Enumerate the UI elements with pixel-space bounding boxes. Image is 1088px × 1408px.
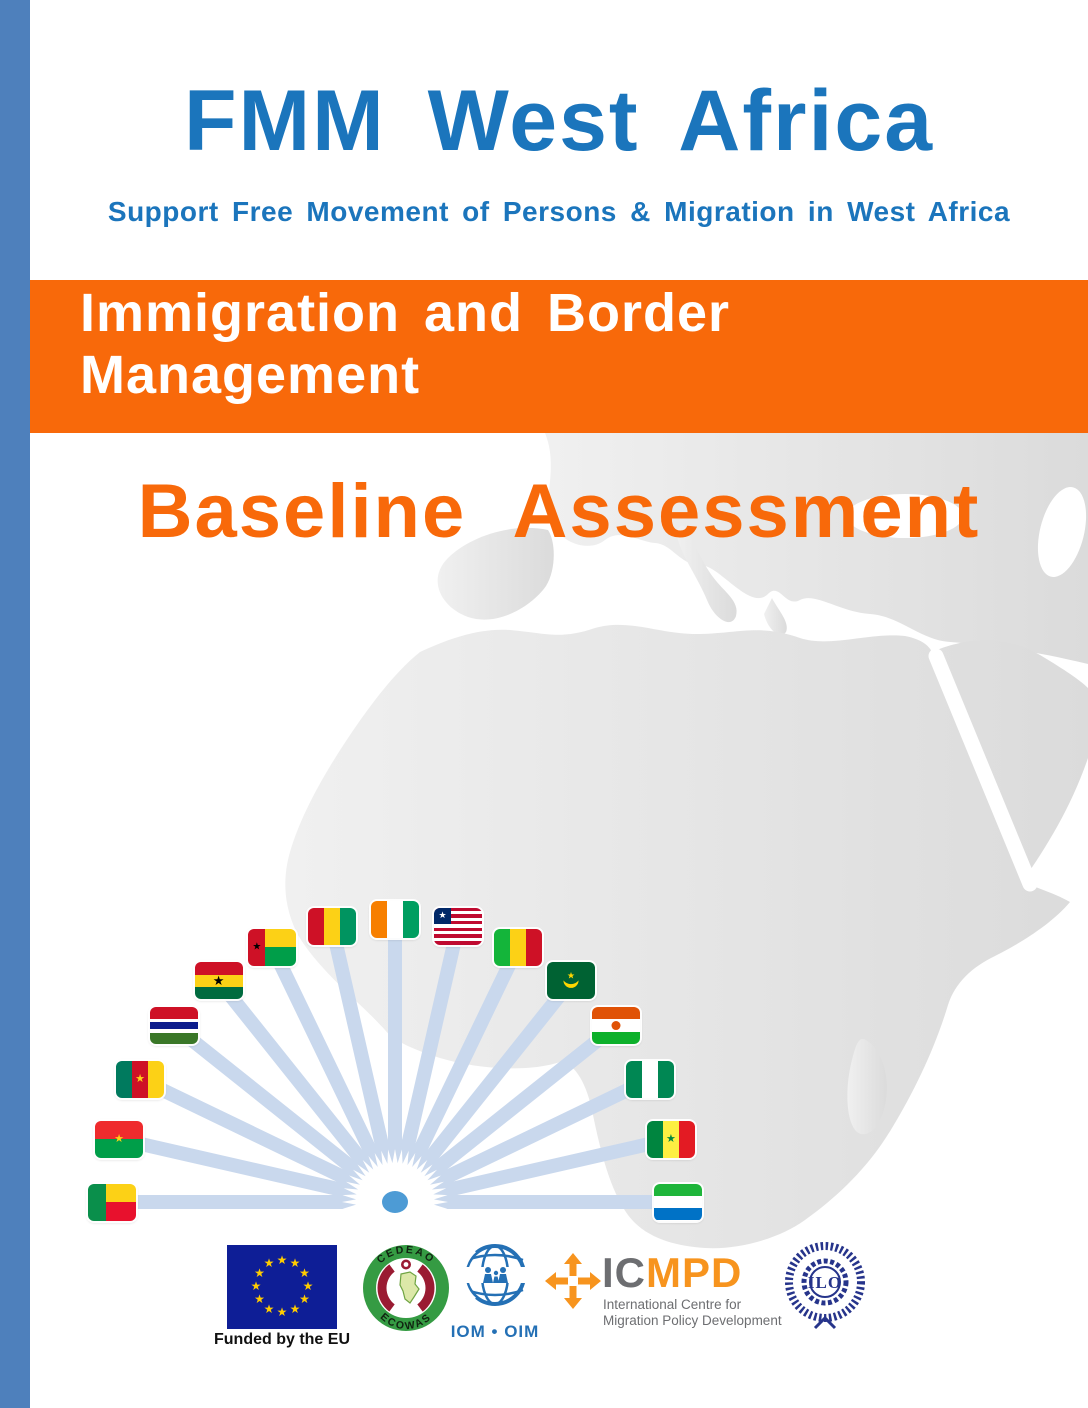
map-caspian-sea: [1037, 487, 1087, 577]
map-madagascar: [847, 1038, 887, 1135]
icmpd-wordmark: ICMPD: [602, 1249, 742, 1297]
eu-star-icon: ★: [254, 1292, 265, 1306]
fan-ray: [325, 924, 402, 1204]
fan-ray: [388, 924, 465, 1204]
fan-ray: [117, 1132, 397, 1209]
map-red-sea: [928, 648, 1038, 892]
iom-people: [483, 1267, 508, 1283]
icmpd-arrows-icon: [545, 1253, 601, 1309]
eu-star-icon: ★: [263, 1256, 275, 1271]
fan-ray: [265, 943, 402, 1206]
map-italy: [677, 525, 737, 623]
ilo-acronym: ILO: [808, 1273, 842, 1292]
eu-star-icon: ★: [302, 1279, 314, 1293]
banner: Immigration and Border Management: [30, 280, 1088, 433]
eu-star-icon: ★: [254, 1266, 265, 1280]
eu-star-icon: ★: [263, 1301, 275, 1316]
icmpd-wordmark-orange: MPD: [646, 1249, 743, 1296]
iom-swoosh: [459, 1247, 477, 1303]
document-heading: Baseline Assessment: [137, 469, 981, 554]
fan-ray: [136, 1072, 399, 1209]
eu-star-icon: ★: [289, 1301, 301, 1316]
eu-star-icon: ★: [289, 1256, 301, 1271]
icmpd-tagline-line1: International Centre for: [603, 1297, 742, 1312]
eu-star-icon: ★: [250, 1279, 262, 1293]
eu-star-icon: ★: [276, 1253, 288, 1267]
eu-star-icon: ★: [276, 1305, 288, 1319]
ecowas-africa-shape: [399, 1271, 420, 1304]
eu-star-icon: ★: [299, 1266, 310, 1280]
eu-funding-caption: Funded by the EU: [214, 1331, 350, 1348]
fan-ray: [393, 1132, 673, 1209]
map-iberia: [437, 527, 554, 620]
icmpd-tagline: International Centre for Migration Polic…: [603, 1297, 782, 1329]
iom-caption: IOM • OIM: [450, 1322, 540, 1341]
map-europe: [545, 433, 1088, 664]
icmpd-wordmark-gray: IC: [602, 1249, 646, 1296]
fan-ray: [391, 1072, 654, 1209]
page-title: FMM West Africa: [183, 73, 935, 169]
ilo-logo: ILO: [785, 1242, 865, 1330]
left-accent-bar: [0, 0, 30, 1408]
map-greece: [764, 598, 787, 635]
eu-star-icon: ★: [299, 1292, 310, 1306]
fan-hub-dot: [382, 1191, 408, 1213]
map-black-sea: [847, 494, 963, 538]
banner-text: Immigration and Border Management: [80, 282, 731, 405]
iom-logo: [457, 1244, 533, 1306]
map-africa: [285, 624, 1088, 1249]
page-subtitle: Support Free Movement of Persons & Migra…: [107, 196, 1011, 227]
icmpd-tagline-line2: Migration Policy Development: [603, 1313, 782, 1328]
fan-ray: [388, 943, 525, 1206]
ecowas-logo: CEDEAO ECOWAS: [363, 1244, 449, 1332]
eu-flag-logo: ★ ★ ★ ★ ★ ★ ★ ★ ★ ★ ★ ★: [227, 1245, 337, 1329]
